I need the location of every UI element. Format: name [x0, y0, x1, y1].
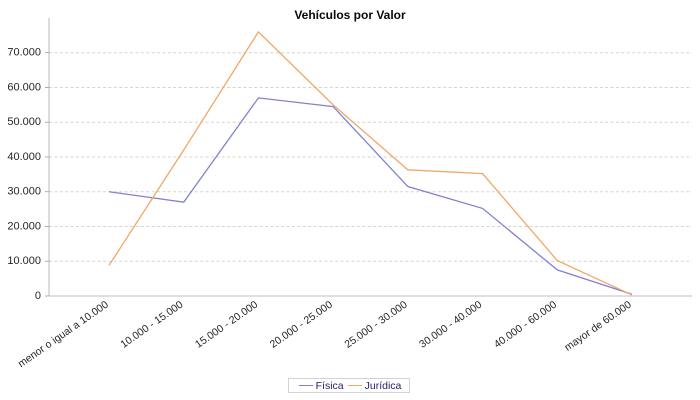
svg-text:menor o igual a 10.000: menor o igual a 10.000: [16, 299, 111, 371]
svg-text:30.000: 30.000: [7, 186, 41, 198]
svg-text:0: 0: [35, 290, 41, 302]
svg-text:25.000 - 30.000: 25.000 - 30.000: [342, 299, 409, 351]
svg-text:50.000: 50.000: [7, 116, 41, 128]
svg-text:60.000: 60.000: [7, 81, 41, 93]
svg-text:10.000 - 15.000: 10.000 - 15.000: [118, 299, 185, 351]
svg-text:40.000: 40.000: [7, 151, 41, 163]
svg-text:40.000 - 60.000: 40.000 - 60.000: [492, 299, 559, 351]
svg-text:70.000: 70.000: [7, 47, 41, 59]
svg-text:30.000 - 40.000: 30.000 - 40.000: [417, 299, 484, 351]
svg-text:10.000: 10.000: [7, 255, 41, 267]
svg-text:20.000 - 25.000: 20.000 - 25.000: [268, 299, 335, 351]
svg-text:mayor de 60.000: mayor de 60.000: [562, 299, 634, 354]
svg-text:15.000 - 20.000: 15.000 - 20.000: [193, 299, 260, 351]
svg-text:20.000: 20.000: [7, 220, 41, 232]
